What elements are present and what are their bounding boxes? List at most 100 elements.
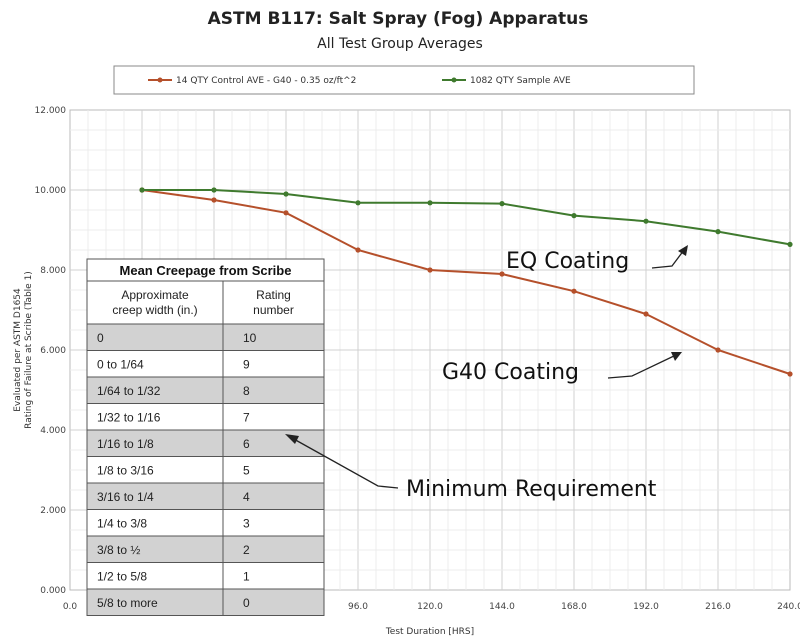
y-tick-labels: 0.000 2.000 4.000 6.000 8.000 10.000 12.000 xyxy=(35,106,67,596)
arrow-minimum-requirement xyxy=(291,437,399,489)
series-0-point xyxy=(211,197,217,203)
table-creep-width: 1/64 to 1/32 xyxy=(97,384,161,398)
annotation-eq-coating: EQ Coating xyxy=(506,249,629,274)
table-row-cell xyxy=(222,429,325,457)
legend-label-control: 14 QTY Control AVE - G40 - 0.35 oz/ft^2 xyxy=(176,76,356,86)
series-1-point xyxy=(139,187,145,193)
y-axis-label-line1: Evaluated per ASTM D1654 xyxy=(13,288,23,412)
table-row-cell xyxy=(86,323,224,351)
series-0-point xyxy=(499,271,505,277)
y-tick-label: 8.000 xyxy=(40,266,66,276)
table-rating: 7 xyxy=(243,411,250,425)
table-row-cell xyxy=(86,350,224,378)
table-row-cell xyxy=(222,562,325,590)
table-col2-header: Rating xyxy=(256,288,291,302)
table-rating: 6 xyxy=(243,437,250,451)
x-tick-label: 216.0 xyxy=(705,602,731,612)
table-creep-width: 1/2 to 5/8 xyxy=(97,570,147,584)
y-tick-label: 2.000 xyxy=(40,506,66,516)
table-col2-header-cell xyxy=(222,280,325,325)
table-row-cell xyxy=(222,535,325,563)
y-tick-label: 6.000 xyxy=(40,346,66,356)
table-title: Mean Creepage from Scribe xyxy=(120,263,292,278)
table-row-cell xyxy=(222,588,325,616)
series-1-point xyxy=(283,191,289,197)
table-creep-width: 1/4 to 3/8 xyxy=(97,517,147,531)
table-rating: 9 xyxy=(243,358,250,372)
series-0-point xyxy=(283,210,289,216)
x-tick-label: 96.0 xyxy=(348,602,368,612)
table-rating: 0 xyxy=(243,596,250,610)
creepage-table: Mean Creepage from Scribe Approximatecree… xyxy=(86,258,325,616)
series-1-point xyxy=(499,201,505,207)
table-row-cell xyxy=(222,376,325,404)
table-row-cell xyxy=(222,350,325,378)
series-layer xyxy=(139,187,793,377)
series-1-point xyxy=(715,229,721,235)
table-col2-header: number xyxy=(253,303,294,317)
table-row-cell xyxy=(222,509,325,537)
series-line-1 xyxy=(142,189,791,246)
table-rating: 5 xyxy=(243,464,250,478)
table-row-cell xyxy=(222,403,325,431)
table-col1-header: Approximate xyxy=(121,288,189,302)
x-tick-label: 192.0 xyxy=(633,602,659,612)
table-creep-width: 1/8 to 3/16 xyxy=(97,464,154,478)
y-tick-label: 10.000 xyxy=(35,186,67,196)
table-rating: 8 xyxy=(243,384,250,398)
series-1-point xyxy=(571,213,577,219)
y-axis-label-line2: Rating of Failure at Scribe (Table 1) xyxy=(24,271,34,429)
series-1-point xyxy=(427,200,433,206)
table-creep-width: 1/32 to 1/16 xyxy=(97,411,161,425)
table-rating: 1 xyxy=(243,570,250,584)
series-0-point xyxy=(355,247,361,253)
table-rating: 4 xyxy=(243,490,250,504)
table-row-cell xyxy=(86,403,224,431)
table-row-cell xyxy=(86,456,224,484)
table-row-cell xyxy=(86,562,224,590)
chart-title: ASTM B117: Salt Spray (Fog) Apparatus xyxy=(208,9,589,29)
table-creep-width: 3/8 to ½ xyxy=(97,543,140,557)
x-tick-label: 168.0 xyxy=(561,602,587,612)
annotation-g40-coating: G40 Coating xyxy=(442,360,579,385)
table-creep-width: 1/16 to 1/8 xyxy=(97,437,154,451)
arrow-eq-coating xyxy=(651,249,685,269)
table-col1-header: creep width (in.) xyxy=(112,303,197,317)
table-creep-width: 0 xyxy=(97,331,104,345)
y-axis-label: Evaluated per ASTM D1654 Rating of Failu… xyxy=(13,271,34,429)
series-0-point xyxy=(715,347,721,353)
arrowhead-minimum-requirement xyxy=(285,434,299,444)
legend-marker-sample xyxy=(451,77,457,83)
chart-subtitle: All Test Group Averages xyxy=(317,36,483,52)
annotation-minimum-requirement: Minimum Requirement xyxy=(406,477,657,502)
table-row-cell xyxy=(86,588,224,616)
x-tick-label: 120.0 xyxy=(417,602,443,612)
legend-box xyxy=(113,65,695,95)
series-0-point xyxy=(427,267,433,273)
table-row-cell xyxy=(222,482,325,510)
x-tick-label: 240.0 xyxy=(777,602,800,612)
series-0-point xyxy=(787,371,793,377)
series-0-point xyxy=(643,311,649,317)
y-tick-label: 4.000 xyxy=(40,426,66,436)
table-rating: 3 xyxy=(243,517,250,531)
table-row-cell xyxy=(222,456,325,484)
table-rating: 10 xyxy=(243,331,257,345)
series-1-point xyxy=(211,187,217,193)
x-tick-label: 144.0 xyxy=(489,602,515,612)
arrow-g40-coating xyxy=(607,354,677,379)
x-axis-label: Test Duration [HRS] xyxy=(385,627,474,637)
table-row-cell xyxy=(86,509,224,537)
series-line-0 xyxy=(141,189,791,375)
table-creep-width: 3/16 to 1/4 xyxy=(97,490,154,504)
table-col1-header-cell xyxy=(86,280,224,325)
table-row-cell xyxy=(222,323,325,351)
table-creep-width: 5/8 to more xyxy=(97,596,158,610)
x-tick-label: 0.0 xyxy=(63,602,78,612)
legend-label-sample: 1082 QTY Sample AVE xyxy=(470,76,571,86)
y-tick-label: 12.000 xyxy=(35,106,67,116)
table-rating: 2 xyxy=(243,543,250,557)
arrowhead-g40-coating xyxy=(671,352,682,361)
legend-marker-control xyxy=(157,77,163,83)
table-row-cell xyxy=(86,482,224,510)
